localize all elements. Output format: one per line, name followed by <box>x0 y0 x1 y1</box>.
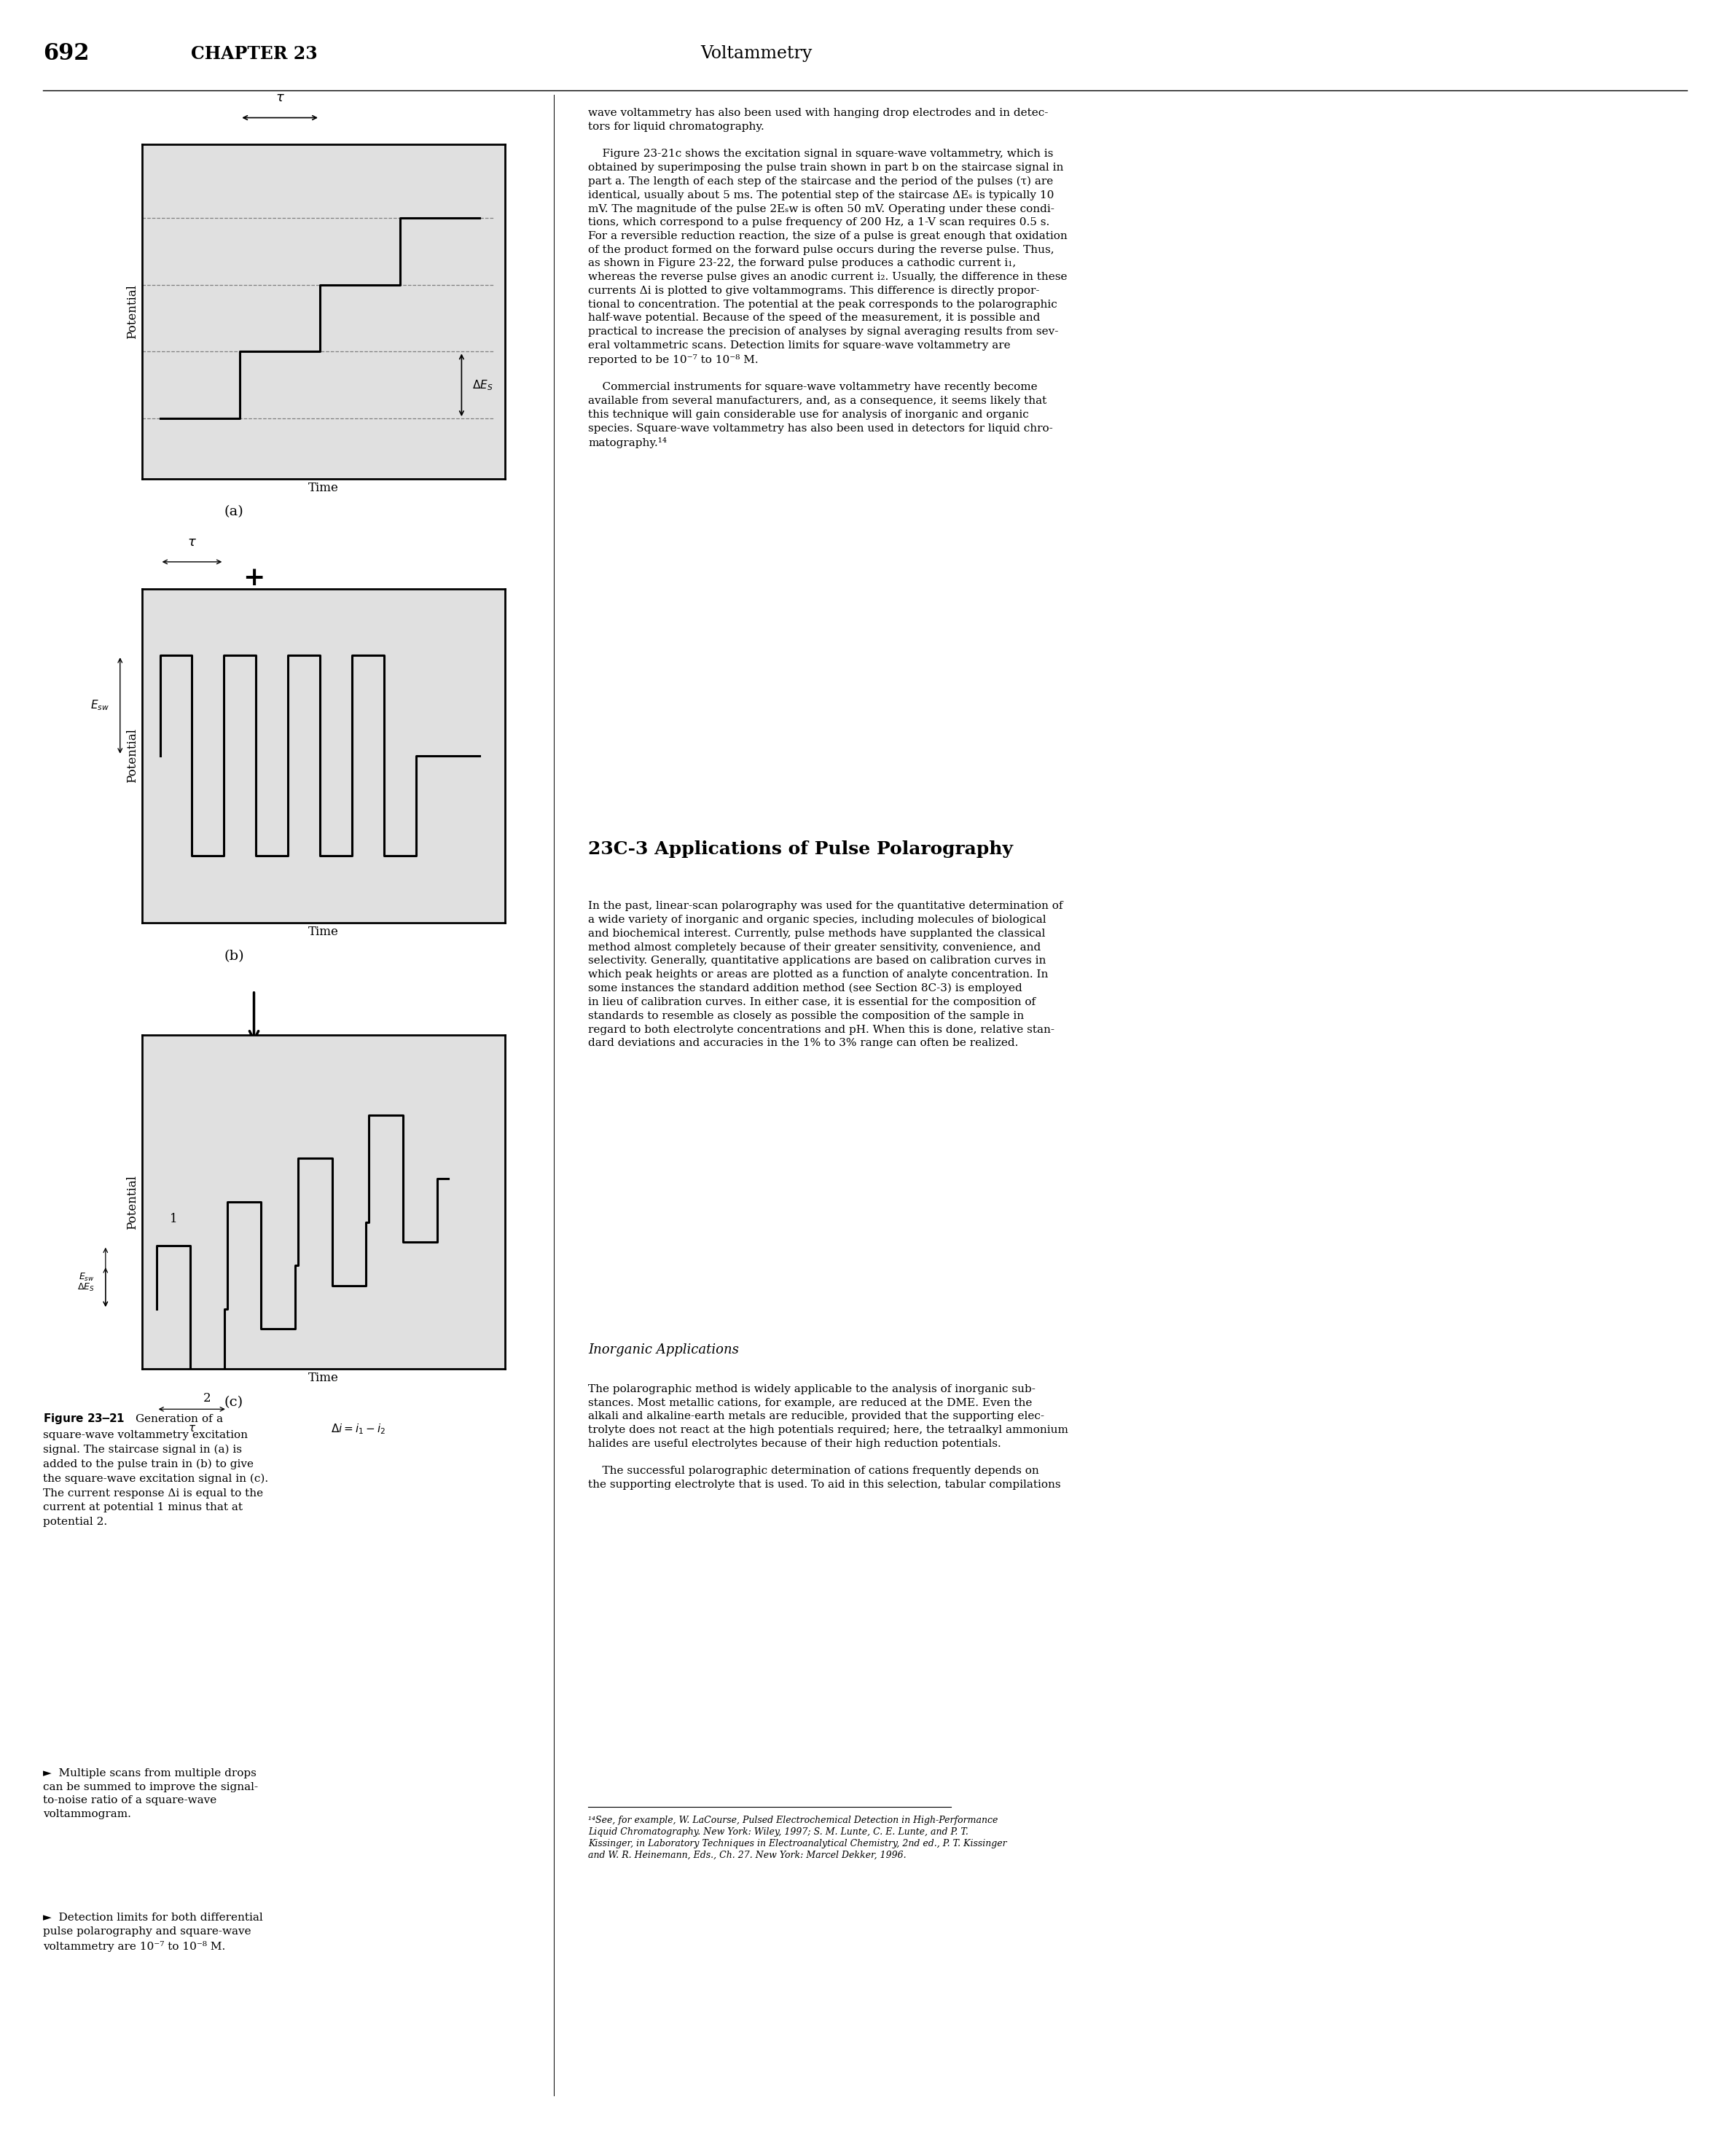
Text: CHAPTER 23: CHAPTER 23 <box>190 45 318 63</box>
Text: (c): (c) <box>225 1395 244 1410</box>
X-axis label: Time: Time <box>308 481 339 494</box>
X-axis label: Time: Time <box>308 1371 339 1384</box>
Text: The polarographic method is widely applicable to the analysis of inorganic sub-
: The polarographic method is widely appli… <box>588 1384 1069 1490</box>
Text: In the past, linear-scan polarography was used for the quantitative determinatio: In the past, linear-scan polarography wa… <box>588 901 1062 1048</box>
Text: $\Delta E_S$: $\Delta E_S$ <box>78 1281 95 1294</box>
Text: ¹⁴See, for example, W. LaCourse, Pulsed Electrochemical Detection in High-Perfor: ¹⁴See, for example, W. LaCourse, Pulsed … <box>588 1815 1007 1861</box>
Text: +: + <box>242 565 265 591</box>
Text: $\Delta E_S$: $\Delta E_S$ <box>472 377 493 392</box>
Text: $\tau$: $\tau$ <box>187 535 197 548</box>
Text: wave voltammetry has also been used with hanging drop electrodes and in detec-
t: wave voltammetry has also been used with… <box>588 108 1067 448</box>
Text: (a): (a) <box>225 505 244 520</box>
X-axis label: Time: Time <box>308 925 339 938</box>
Text: $\tau$: $\tau$ <box>275 91 285 103</box>
Text: 1: 1 <box>170 1214 176 1225</box>
Text: Inorganic Applications: Inorganic Applications <box>588 1343 739 1356</box>
Y-axis label: Potential: Potential <box>126 1175 138 1229</box>
Text: 23C-3 Applications of Pulse Polarography: 23C-3 Applications of Pulse Polarography <box>588 841 1014 858</box>
Text: 692: 692 <box>43 43 90 65</box>
Text: 2: 2 <box>204 1393 211 1406</box>
Text: ►  Multiple scans from multiple drops
can be summed to improve the signal-
to-no: ► Multiple scans from multiple drops can… <box>43 1768 258 1820</box>
Text: ►  Detection limits for both differential
pulse polarography and square-wave
vol: ► Detection limits for both differential… <box>43 1912 263 1951</box>
Text: $E_{sw}$: $E_{sw}$ <box>80 1272 95 1283</box>
Text: $\bf{Figure\ 23\!\!-\!\!21}$   Generation of a
square-wave voltammetry excitatio: $\bf{Figure\ 23\!\!-\!\!21}$ Generation … <box>43 1412 268 1526</box>
Y-axis label: Potential: Potential <box>126 729 138 783</box>
Text: $\Delta i = i_1 - i_2$: $\Delta i = i_1 - i_2$ <box>330 1423 386 1436</box>
Y-axis label: Potential: Potential <box>126 285 138 338</box>
Text: Voltammetry: Voltammetry <box>701 45 813 63</box>
Text: $\tau$: $\tau$ <box>189 1423 195 1434</box>
Text: (b): (b) <box>223 949 244 964</box>
Text: $E_{sw}$: $E_{sw}$ <box>90 699 109 711</box>
